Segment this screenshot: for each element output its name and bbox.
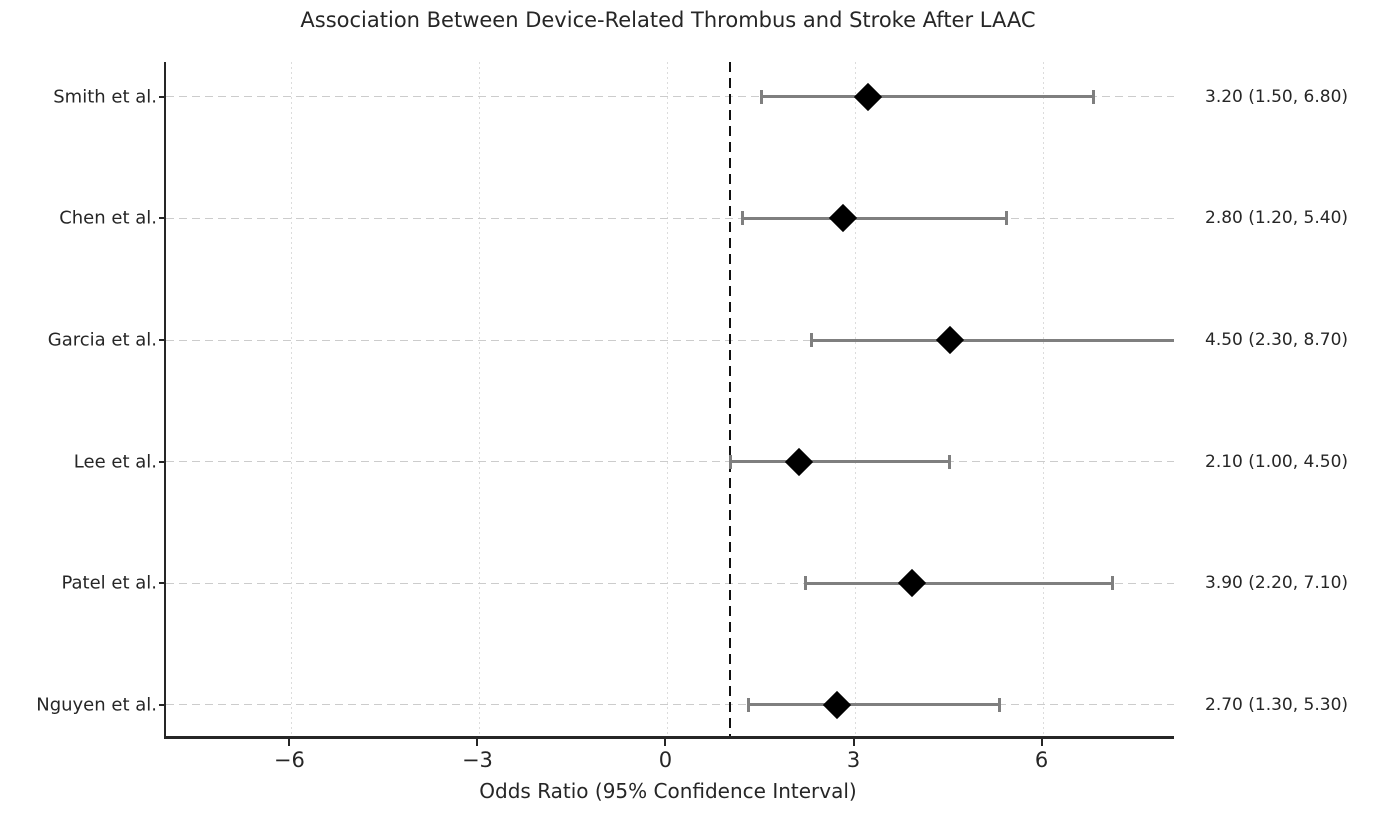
y-axis-tick: [159, 703, 164, 706]
ci-upper-cap: [1092, 89, 1096, 104]
study-label: Nguyen et al.: [36, 694, 157, 716]
confidence-interval-line: [742, 216, 1006, 220]
reference-line: [729, 62, 732, 736]
odds-ratio-marker: [935, 325, 964, 355]
x-tick-label: −3: [461, 748, 493, 772]
vertical-gridline: [666, 62, 668, 736]
y-axis-tick: [159, 339, 164, 341]
ci-upper-cap: [1004, 211, 1008, 226]
or-ci-annotation: 2.70 (1.30, 5.30): [1205, 694, 1349, 715]
ci-upper-cap: [948, 454, 952, 469]
odds-ratio-marker: [897, 569, 927, 598]
or-ci-annotation: 2.80 (1.20, 5.40): [1205, 208, 1349, 229]
ci-upper-cap: [998, 697, 1002, 712]
vertical-gridline: [1043, 62, 1045, 736]
ci-lower-cap: [741, 211, 745, 226]
or-ci-annotation: 2.10 (1.00, 4.50): [1205, 451, 1349, 472]
ci-upper-cap: [1111, 576, 1115, 591]
odds-ratio-marker: [853, 82, 883, 111]
horizontal-gridline: [166, 704, 1174, 706]
or-ci-annotation: 3.90 (2.20, 7.10): [1205, 573, 1349, 594]
study-label: Smith et al.: [53, 86, 157, 108]
confidence-interval-line: [811, 338, 1174, 342]
ci-lower-cap: [803, 576, 807, 591]
horizontal-gridline: [166, 96, 1174, 98]
x-axis-tick: [476, 739, 479, 746]
ci-lower-cap: [760, 89, 764, 104]
y-axis-tick: [159, 582, 164, 585]
y-axis-tick: [159, 217, 164, 220]
x-axis-tick: [288, 739, 291, 746]
x-tick-label: −6: [273, 748, 305, 772]
horizontal-gridline: [166, 339, 1174, 341]
or-ci-annotation: 3.20 (1.50, 6.80): [1205, 86, 1349, 107]
plot-area: [159, 62, 1174, 739]
vertical-gridline: [855, 62, 857, 736]
study-label: Chen et al.: [59, 207, 157, 229]
x-tick-label: 0: [658, 748, 673, 772]
ci-lower-cap: [810, 333, 814, 347]
y-axis-tick: [159, 460, 164, 463]
confidence-interval-line: [805, 581, 1113, 585]
x-axis-tick: [1040, 739, 1043, 746]
horizontal-gridline: [166, 217, 1174, 219]
confidence-interval-line: [730, 460, 950, 464]
ci-lower-cap: [747, 697, 751, 712]
x-axis-tick: [664, 739, 667, 746]
vertical-gridline: [290, 62, 292, 736]
confidence-interval-line: [761, 95, 1094, 99]
odds-ratio-marker: [822, 690, 851, 719]
or-ci-annotation: 4.50 (2.30, 8.70): [1205, 330, 1349, 350]
x-axis-label: Odds Ratio (95% Confidence Interval): [479, 779, 857, 803]
horizontal-gridline: [166, 582, 1174, 584]
ci-lower-cap: [728, 454, 732, 469]
odds-ratio-marker: [784, 447, 814, 476]
chart-title: Association Between Device-Related Throm…: [300, 8, 1036, 32]
horizontal-gridline: [166, 461, 1174, 463]
study-label: Patel et al.: [61, 572, 157, 594]
study-label: Lee et al.: [73, 451, 157, 473]
x-tick-label: 3: [846, 748, 861, 772]
vertical-gridline: [478, 62, 480, 736]
x-tick-label: 6: [1034, 748, 1049, 772]
x-axis-tick: [852, 739, 855, 746]
confidence-interval-line: [748, 703, 1000, 707]
odds-ratio-marker: [828, 204, 858, 233]
study-label: Garcia et al.: [47, 329, 157, 351]
y-axis-tick: [159, 95, 164, 98]
